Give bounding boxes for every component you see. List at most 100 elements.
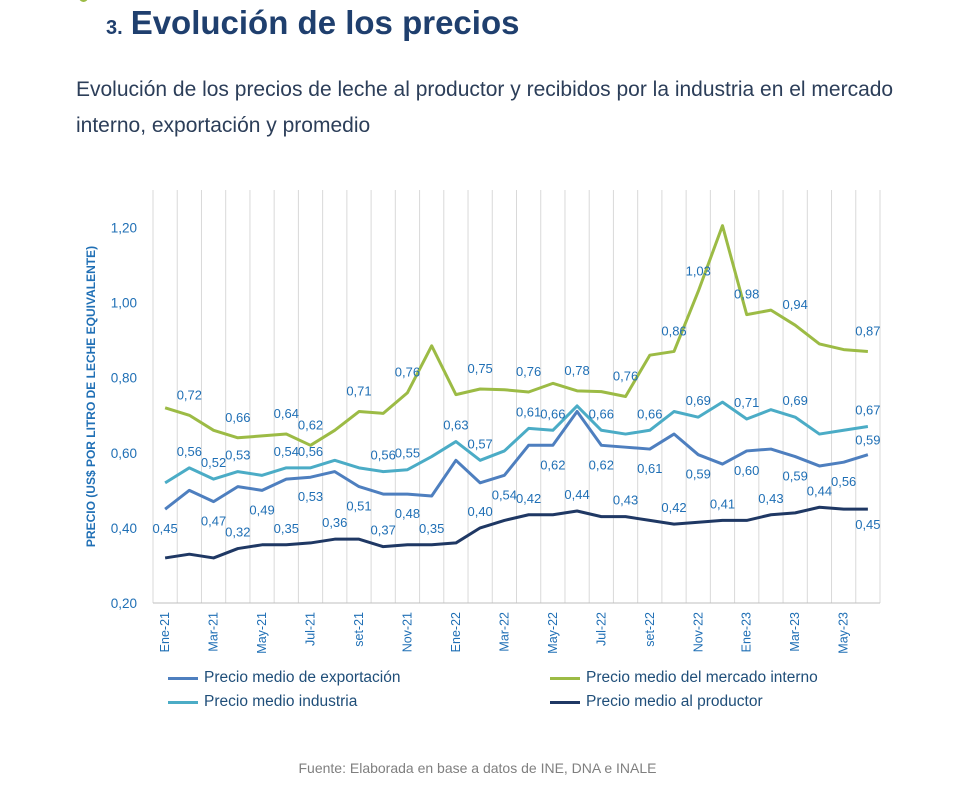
y-tick-label: 0,80 <box>111 371 137 386</box>
legend-item-internal: Precio medio del mercado interno <box>550 669 818 687</box>
data-label: 0,36 <box>322 515 347 530</box>
data-label: 0,42 <box>516 491 541 506</box>
legend-label: Precio medio del mercado interno <box>586 669 818 686</box>
x-tick-label: Mar-21 <box>207 612 221 652</box>
x-tick-label: Mar-23 <box>788 612 802 652</box>
x-tick-label: Jul-21 <box>304 612 318 646</box>
x-tick-label: Jul-22 <box>594 612 608 646</box>
data-label: 0,49 <box>249 502 274 517</box>
data-label: 0,56 <box>371 448 396 463</box>
data-label: 0,40 <box>467 504 492 519</box>
data-label: 0,35 <box>419 521 444 536</box>
y-tick-label: 0,60 <box>111 446 137 461</box>
x-tick-label: Ene-21 <box>158 612 172 652</box>
x-tick-label: Mar-22 <box>497 612 511 652</box>
data-label: 0,56 <box>831 474 856 489</box>
data-label: 0,62 <box>589 457 614 472</box>
data-label: 0,43 <box>613 493 638 508</box>
data-label: 0,76 <box>516 364 541 379</box>
data-label: 0,66 <box>540 406 565 421</box>
y-axis-title: PRECIO (US$ POR LITRO DE LECHE EQUIVALEN… <box>84 246 98 547</box>
section-title: Evolución de los precios <box>130 4 520 41</box>
x-tick-label: set-21 <box>352 612 366 647</box>
data-label: 0,60 <box>734 463 759 478</box>
source-note: Fuente: Elaborada en base a datos de INE… <box>298 760 657 776</box>
legend-swatch <box>550 700 580 704</box>
data-label: 0,63 <box>443 418 468 433</box>
data-label: 0,59 <box>783 469 808 484</box>
data-label: 0,45 <box>152 521 177 536</box>
data-label: 0,86 <box>661 323 686 338</box>
data-label: 0,42 <box>661 500 686 515</box>
y-tick-label: 1,20 <box>111 221 137 236</box>
y-tick-label: 0,20 <box>111 596 137 611</box>
legend-label: Precio medio de exportación <box>204 669 401 686</box>
data-label: 0,61 <box>637 461 662 476</box>
chart-subtitle: Evolución de los precios de leche al pro… <box>76 78 894 137</box>
data-label: 0,53 <box>225 448 250 463</box>
data-label: 0,94 <box>783 297 808 312</box>
data-label: 0,43 <box>758 491 783 506</box>
data-label: 0,66 <box>637 406 662 421</box>
series-line <box>164 400 869 485</box>
data-label: 0,76 <box>613 369 638 384</box>
x-tick-label: Nov-21 <box>400 612 414 652</box>
data-label: 0,71 <box>346 384 371 399</box>
data-label: 0,61 <box>516 404 541 419</box>
data-label: 0,47 <box>201 514 226 529</box>
legend-label: Precio medio al productor <box>586 693 763 710</box>
x-tick-label: May-22 <box>546 612 560 654</box>
data-label: 0,56 <box>177 444 202 459</box>
data-label: 0,56 <box>298 444 323 459</box>
y-tick-label: 1,00 <box>111 296 137 311</box>
data-label: 0,76 <box>395 365 420 380</box>
section-number: 3. <box>106 17 123 39</box>
data-label: 0,54 <box>274 444 299 459</box>
series-line <box>164 505 868 560</box>
legend-swatch <box>550 676 580 680</box>
data-label: 0,78 <box>564 363 589 378</box>
data-label: 0,35 <box>274 521 299 536</box>
x-tick-label: Ene-23 <box>740 612 754 652</box>
data-label: 0,66 <box>589 406 614 421</box>
x-tick-label: Nov-22 <box>691 612 705 652</box>
data-label: 0,55 <box>395 446 420 461</box>
data-label: 0,44 <box>807 483 832 498</box>
data-label: 0,59 <box>686 467 711 482</box>
x-tick-label: set-22 <box>643 612 657 647</box>
data-label: 0,62 <box>298 417 323 432</box>
data-label: 0,98 <box>734 287 759 302</box>
data-label: 0,72 <box>177 387 202 402</box>
decorative-dot-icon <box>79 0 88 2</box>
legend-label: Precio medio industria <box>204 693 358 710</box>
x-tick-label: May-21 <box>255 612 269 654</box>
data-label: 0,48 <box>395 506 420 521</box>
data-label: 0,69 <box>686 393 711 408</box>
data-label: 0,44 <box>564 487 589 502</box>
y-tick-label: 0,40 <box>111 521 137 536</box>
legend-swatch <box>168 700 198 704</box>
legend-item-industry: Precio medio industria <box>168 693 357 711</box>
section-heading: 3. Evolución de los precios <box>106 4 519 42</box>
data-label: 0,71 <box>734 395 759 410</box>
data-label: 0,66 <box>225 410 250 425</box>
data-label: 0,59 <box>855 433 880 448</box>
data-label: 0,41 <box>710 496 735 511</box>
data-label: 0,52 <box>201 455 226 470</box>
data-label: 0,87 <box>855 323 880 338</box>
series-line <box>164 410 869 511</box>
data-label: 0,37 <box>371 523 396 538</box>
data-label: 0,64 <box>274 406 299 421</box>
data-label: 0,57 <box>467 436 492 451</box>
line-chart: 0,20 0,40 0,60 0,80 1,00 1,20 PRECIO (US$ POR … <box>84 190 881 654</box>
legend-item-producer: Precio medio al productor <box>550 693 763 711</box>
data-label: 0,75 <box>467 361 492 376</box>
data-label: 0,53 <box>298 489 323 504</box>
data-label: 1,03 <box>686 263 711 278</box>
data-label: 0,69 <box>783 393 808 408</box>
x-tick-label: Ene-22 <box>449 612 463 652</box>
data-label: 0,32 <box>225 525 250 540</box>
data-label: 0,67 <box>855 403 880 418</box>
legend-swatch <box>168 676 198 680</box>
series-line <box>164 224 868 447</box>
